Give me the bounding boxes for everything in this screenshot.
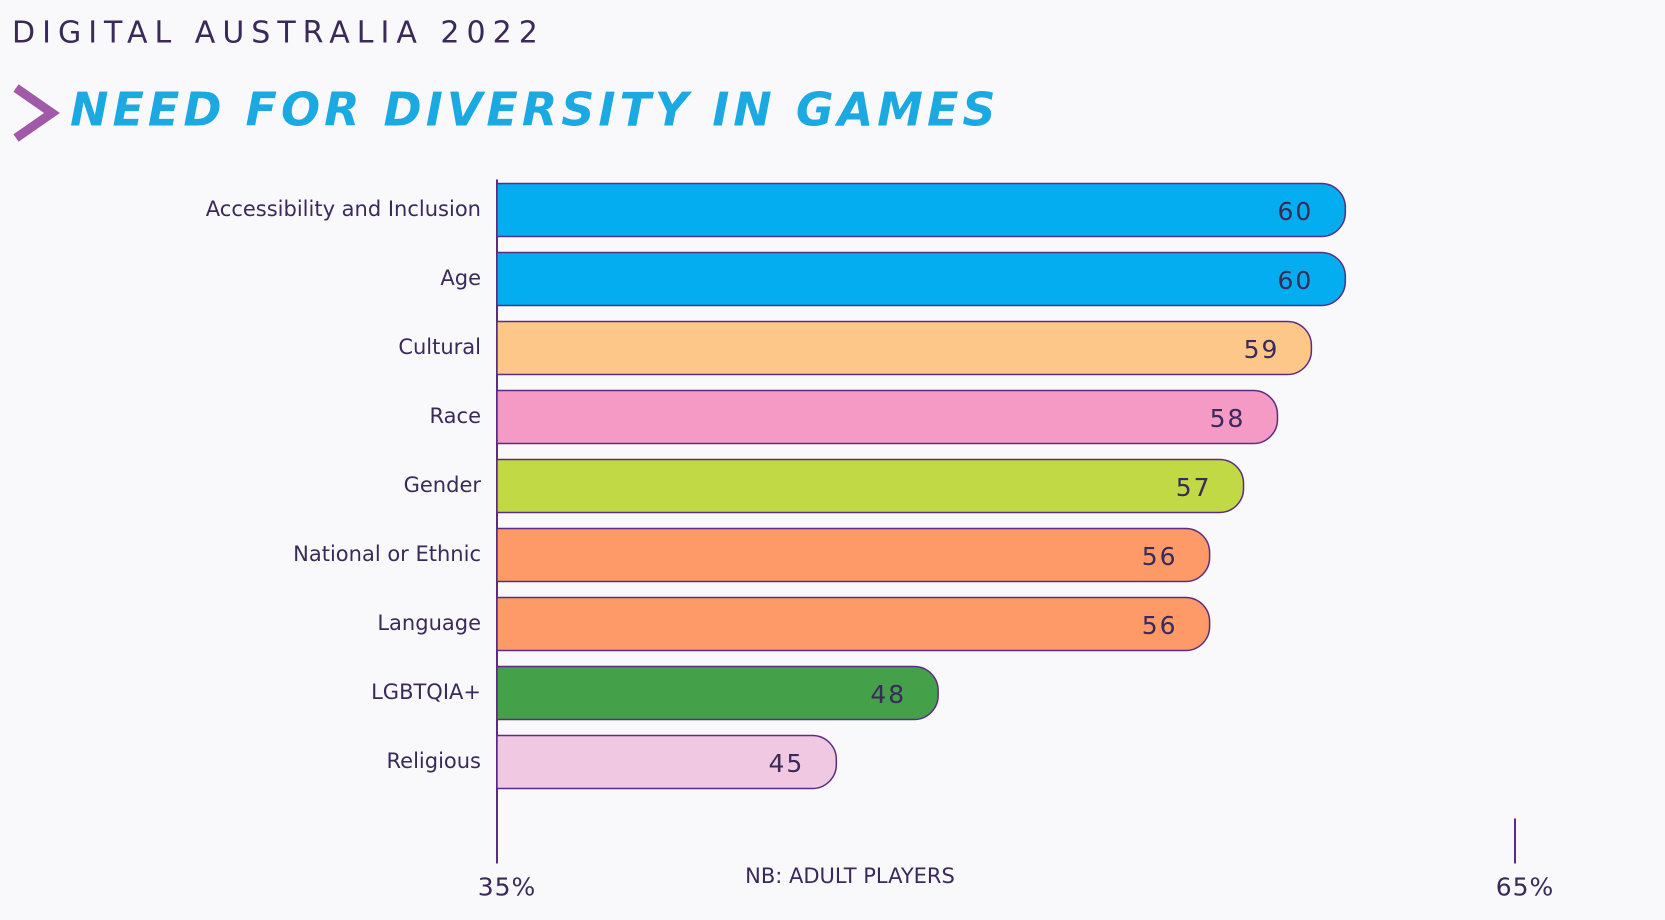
y-tick-label: Accessibility and Inclusion: [206, 197, 481, 221]
value-label: 59: [1244, 335, 1280, 364]
bar: [496, 320, 1313, 376]
value-label: 60: [1278, 197, 1314, 226]
bar: [496, 527, 1211, 583]
header: DIGITAL AUSTRALIA 2022: [12, 16, 545, 51]
y-tick-label: Gender: [404, 473, 482, 497]
y-tick-label: Language: [377, 611, 481, 635]
y-tick-label: Age: [440, 266, 481, 290]
bar: [496, 182, 1347, 238]
x-tick-label: 35%: [478, 873, 537, 902]
chart-title: NEED FOR DIVERSITY IN GAMES: [70, 83, 1000, 137]
y-tick-label: Race: [430, 404, 481, 428]
bar: [496, 389, 1279, 445]
value-label: 56: [1142, 611, 1178, 640]
value-label: 58: [1210, 404, 1246, 433]
value-label: 48: [870, 680, 906, 709]
chevron: [13, 84, 60, 142]
value-label: 45: [769, 749, 805, 778]
bar: [496, 596, 1211, 652]
note: NB: ADULT PLAYERS: [745, 864, 955, 888]
y-tick-label: LGBTQIA+: [371, 680, 481, 704]
value-label: 60: [1278, 266, 1314, 295]
bar: [496, 458, 1245, 514]
y-tick-label: Cultural: [398, 335, 481, 359]
bar: [496, 665, 939, 721]
value-label: 56: [1142, 542, 1178, 571]
y-tick-label: National or Ethnic: [293, 542, 481, 566]
bar: [496, 251, 1347, 307]
value-label: 57: [1176, 473, 1212, 502]
y-tick-label: Religious: [387, 749, 482, 773]
bar: [496, 734, 838, 790]
x-tick-label: 65%: [1496, 873, 1555, 902]
